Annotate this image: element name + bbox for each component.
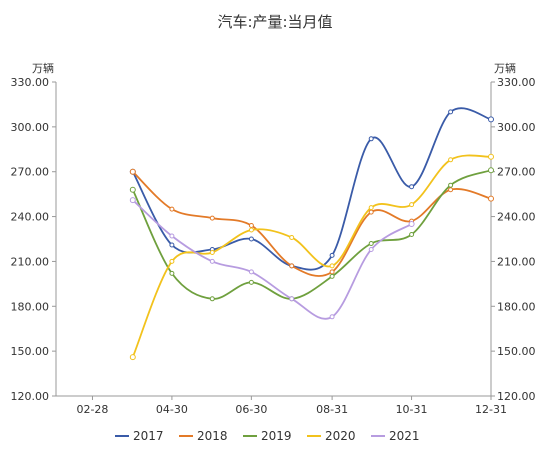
series-line-2018 bbox=[132, 171, 492, 277]
data-point-2020 bbox=[488, 153, 494, 160]
x-tick-label: 10-31 bbox=[396, 403, 428, 416]
left-y-axis: 330.00 300.00 270.00 240.00 210.00 180.00 150.… bbox=[11, 76, 56, 403]
left-tick-label: 120.00 bbox=[11, 390, 50, 403]
right-tick-label: 150.00 bbox=[497, 345, 536, 358]
left-tick-label: 150.00 bbox=[11, 345, 50, 358]
data-point-2018 bbox=[329, 269, 335, 275]
data-point-2020 bbox=[289, 235, 295, 240]
data-point-2017 bbox=[248, 236, 254, 242]
data-point-2020 bbox=[448, 157, 454, 163]
data-point-2021 bbox=[209, 258, 215, 264]
x-tick-label: 12-31 bbox=[475, 403, 507, 416]
data-point-2019 bbox=[409, 232, 415, 237]
data-point-2018 bbox=[488, 195, 494, 202]
legend-label-2021: 2021 bbox=[389, 429, 420, 443]
data-point-2020 bbox=[409, 202, 415, 208]
right-tick-label: 300.00 bbox=[497, 121, 536, 134]
legend-label-2018: 2018 bbox=[197, 429, 228, 443]
right-tick-label: 120.00 bbox=[497, 390, 536, 403]
data-point-2020 bbox=[129, 354, 136, 361]
right-tick-label: 270.00 bbox=[497, 166, 536, 179]
data-point-2019 bbox=[329, 273, 335, 279]
data-point-2018 bbox=[209, 215, 215, 221]
data-point-2018 bbox=[368, 209, 374, 215]
left-tick-label: 330.00 bbox=[11, 76, 50, 89]
x-tick-label: 02-28 bbox=[76, 403, 108, 416]
legend-label-2019: 2019 bbox=[261, 429, 292, 443]
x-tick-label: 06-30 bbox=[235, 403, 267, 416]
data-point-2019 bbox=[368, 241, 374, 246]
data-point-2019 bbox=[129, 186, 136, 193]
left-tick-label: 300.00 bbox=[11, 121, 50, 134]
data-point-2019 bbox=[488, 167, 494, 174]
data-point-2018 bbox=[448, 187, 454, 193]
data-point-2018 bbox=[129, 168, 136, 175]
data-point-2017 bbox=[368, 136, 374, 142]
right-tick-label: 330.00 bbox=[497, 76, 536, 89]
data-point-2019 bbox=[209, 296, 215, 302]
x-tick-label: 04-30 bbox=[156, 403, 188, 416]
data-point-2018 bbox=[248, 223, 254, 228]
data-point-2020 bbox=[169, 258, 175, 264]
series-line-2017 bbox=[132, 107, 492, 271]
data-point-2019 bbox=[448, 182, 454, 188]
data-point-2017 bbox=[488, 116, 494, 123]
series-line-2021 bbox=[132, 199, 413, 320]
data-point-2020 bbox=[329, 263, 335, 269]
data-point-2017 bbox=[169, 242, 175, 248]
legend-label-2020: 2020 bbox=[325, 429, 356, 443]
x-tick-label: 08-31 bbox=[316, 403, 348, 416]
legend: 2017 2018 2019 2020 2021 bbox=[115, 429, 420, 443]
right-axis-unit: 万辆 bbox=[494, 61, 516, 75]
data-point-2021 bbox=[408, 221, 415, 227]
data-point-2021 bbox=[289, 296, 295, 302]
chart-title: 汽车:产量:当月值 bbox=[217, 13, 332, 31]
data-point-2017 bbox=[329, 252, 335, 258]
data-point-2020 bbox=[209, 250, 215, 255]
data-point-2021 bbox=[368, 247, 374, 252]
data-point-2020 bbox=[368, 205, 374, 211]
left-tick-label: 180.00 bbox=[11, 300, 50, 313]
legend-label-2017: 2017 bbox=[133, 429, 164, 443]
series-line-2020 bbox=[131, 154, 492, 358]
x-axis: 02-28 04-30 06-30 08-31 10-31 12-31 bbox=[76, 396, 507, 416]
data-point-2021 bbox=[169, 233, 175, 239]
left-tick-label: 270.00 bbox=[11, 166, 50, 179]
data-point-2020 bbox=[248, 227, 254, 233]
left-tick-label: 210.00 bbox=[11, 255, 50, 268]
data-point-2021 bbox=[248, 269, 254, 275]
data-point-2021 bbox=[129, 197, 136, 204]
data-point-2017 bbox=[448, 109, 454, 115]
plot-lines bbox=[131, 107, 492, 358]
data-point-2018 bbox=[169, 206, 175, 212]
data-point-2019 bbox=[248, 279, 254, 285]
right-tick-label: 240.00 bbox=[497, 211, 536, 224]
series-line-2019 bbox=[131, 169, 492, 300]
right-y-axis: 330.00 300.00 270.00 240.00 210.00 180.00 150.… bbox=[491, 76, 536, 403]
left-tick-label: 240.00 bbox=[11, 211, 50, 224]
right-tick-label: 210.00 bbox=[497, 255, 536, 268]
data-point-2021 bbox=[329, 314, 335, 320]
left-axis-unit: 万辆 bbox=[32, 61, 54, 75]
data-point-2018 bbox=[289, 263, 295, 269]
data-point-2017 bbox=[409, 184, 415, 190]
right-tick-label: 180.00 bbox=[497, 300, 536, 313]
data-point-2019 bbox=[169, 270, 175, 276]
plot-points bbox=[129, 109, 494, 361]
